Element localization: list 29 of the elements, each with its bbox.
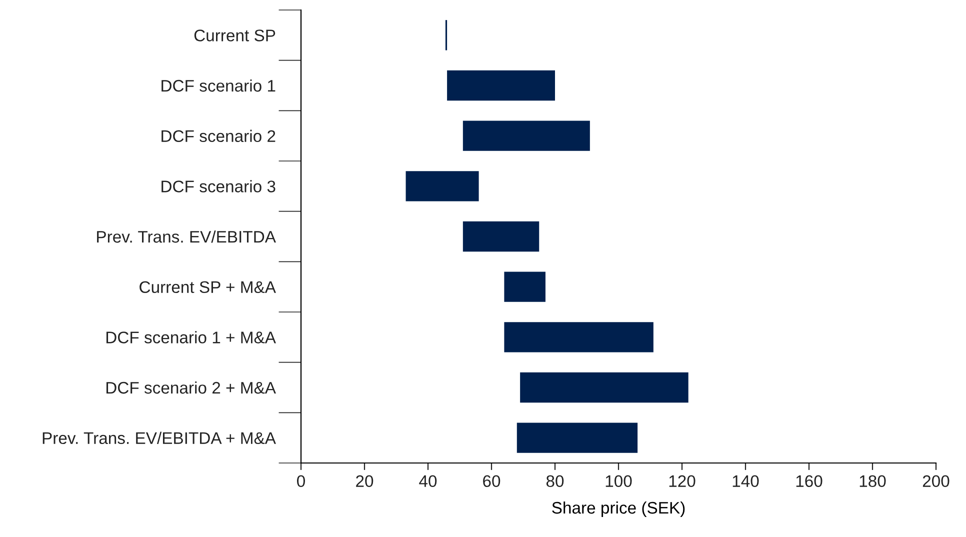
bar — [406, 171, 479, 202]
bar — [462, 120, 590, 151]
y-tick-label: DCF scenario 2 + M&A — [106, 381, 276, 394]
bar — [504, 322, 654, 352]
y-tick-label: DCF scenario 2 — [162, 130, 276, 142]
x-tick-label: 80 — [546, 475, 564, 488]
y-tick-label: Prev. Trans. EV/EBITDA + M&A — [42, 432, 276, 444]
x-tick-label: 180 — [860, 475, 886, 488]
bar — [462, 221, 540, 252]
bar — [516, 422, 638, 453]
x-tick-label: 200 — [922, 475, 950, 488]
y-tick-label: DCF scenario 3 — [162, 180, 276, 192]
x-tick-label: 0 — [297, 475, 305, 488]
y-tick-label: DCF scenario 1 — [162, 79, 276, 92]
x-tick-label: 120 — [669, 475, 696, 488]
x-tick-label: 20 — [356, 475, 374, 488]
x-tick-label: 40 — [419, 475, 437, 488]
y-tick-label: Prev. Trans. EV/EBITDA — [97, 230, 276, 243]
x-tick-label: 60 — [483, 475, 500, 488]
x-tick-label: 100 — [606, 475, 632, 488]
y-tick-label: DCF scenario 1 + M&A — [106, 331, 276, 344]
x-axis-title: Share price (SEK) — [552, 501, 685, 517]
bar — [504, 272, 546, 302]
bar — [447, 70, 555, 101]
y-tick-label: Current SP + M&A — [140, 281, 276, 294]
y-tick-label: Current SP — [194, 30, 276, 42]
x-tick-label: 160 — [796, 475, 822, 488]
x-tick-label: 140 — [732, 475, 759, 488]
bar — [520, 372, 688, 403]
